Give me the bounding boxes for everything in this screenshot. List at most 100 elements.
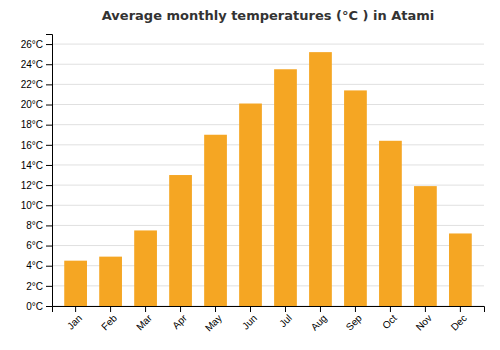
tick: Feb	[99, 306, 119, 332]
tick-label: 10°C	[21, 200, 43, 211]
grid-line	[52, 84, 484, 85]
tick: Nov	[414, 306, 434, 333]
grid-line	[52, 64, 484, 65]
bar	[379, 141, 402, 306]
title: Average monthly temperatures (°C ) in At…	[102, 8, 434, 23]
tick: 10°C	[21, 200, 52, 211]
grid-line	[52, 104, 484, 105]
tick: 4°C	[26, 260, 52, 271]
tick-label: Jan	[65, 312, 84, 331]
tick: Apr	[170, 306, 189, 331]
grid-line	[52, 44, 484, 45]
tick-mark	[75, 306, 76, 312]
axis-line	[53, 307, 485, 313]
tick-mark	[180, 306, 181, 312]
tick-mark	[46, 306, 52, 307]
tick-label: 18°C	[21, 119, 43, 130]
tick-mark	[46, 185, 52, 186]
tick-label: 14°C	[21, 160, 43, 171]
tick: Oct	[380, 306, 399, 331]
tick-label: Feb	[99, 312, 119, 332]
tick-mark	[145, 306, 146, 312]
tick-label: Mar	[134, 312, 154, 332]
tick-mark	[46, 205, 52, 206]
grid-line	[52, 185, 484, 186]
tick-label: 2°C	[26, 281, 43, 292]
tick-mark	[355, 306, 356, 312]
bar	[449, 233, 472, 306]
tick-label: 6°C	[26, 240, 43, 251]
chart: 0°C 2°C 4°C 6°C 8°C 10°C 12°C 14°C 16°C 18°C 20°C 2…	[0, 0, 500, 350]
bar	[414, 186, 437, 306]
grid-line	[52, 164, 484, 165]
grid	[52, 44, 484, 306]
tick-label: 0°C	[26, 301, 43, 312]
tick-label: 4°C	[26, 260, 43, 271]
tick-label: 22°C	[21, 79, 43, 90]
tick-mark	[46, 84, 52, 85]
tick-mark	[46, 246, 52, 247]
tick-mark	[46, 225, 52, 226]
tick-mark	[460, 306, 461, 312]
tick-label: 16°C	[21, 140, 43, 151]
tick: Mar	[134, 306, 154, 332]
tick: 22°C	[21, 79, 52, 90]
tick-label: Aug	[309, 312, 329, 332]
tick-label: 12°C	[21, 180, 43, 191]
tick: May	[203, 306, 224, 334]
tick-label: Apr	[170, 312, 189, 331]
tick: Jul	[277, 306, 294, 329]
tick-mark	[320, 306, 321, 312]
tick-label: Jul	[277, 312, 294, 329]
tick-mark	[110, 306, 111, 312]
tick: 0°C	[26, 301, 52, 312]
y-axis: 0°C 2°C 4°C 6°C 8°C 10°C 12°C 14°C 16°C 18°C 20°C 2…	[21, 35, 53, 312]
bar	[64, 261, 87, 306]
axis-line	[46, 35, 53, 307]
plot-area: 0°C 2°C 4°C 6°C 8°C 10°C 12°C 14°C 16°C 18°C 20°C 2…	[21, 35, 485, 334]
tick-label: May	[203, 312, 224, 333]
tick: Jun	[240, 306, 259, 332]
tick: 14°C	[21, 160, 52, 171]
bar	[99, 257, 122, 306]
tick-mark	[215, 306, 216, 312]
tick-mark	[46, 286, 52, 287]
tick: 20°C	[21, 99, 52, 110]
tick: 26°C	[21, 39, 52, 50]
bar	[309, 52, 332, 306]
tick: 24°C	[21, 59, 52, 70]
tick-mark	[46, 44, 52, 45]
tick-mark	[46, 105, 52, 106]
tick-mark	[46, 266, 52, 267]
tick-label: 8°C	[26, 220, 43, 231]
tick-mark	[285, 306, 286, 312]
bar	[134, 230, 157, 306]
tick: Aug	[309, 306, 329, 333]
tick-mark	[46, 64, 52, 65]
bar	[239, 104, 262, 306]
tick-label: Jun	[240, 312, 259, 331]
bar	[274, 69, 297, 306]
tick-label: 26°C	[21, 39, 43, 50]
tick: Dec	[449, 306, 469, 333]
tick-label: Nov	[414, 312, 434, 332]
tick: 8°C	[26, 220, 52, 231]
tick-mark	[250, 306, 251, 312]
tick: 6°C	[26, 240, 52, 251]
bar	[169, 175, 192, 306]
tick-mark	[46, 165, 52, 166]
tick: Sep	[344, 306, 365, 333]
tick: 18°C	[21, 119, 52, 130]
tick: 12°C	[21, 180, 52, 191]
grid-line	[52, 144, 484, 145]
bar	[344, 90, 367, 306]
tick-label: 24°C	[21, 59, 43, 70]
tick-label: Sep	[344, 312, 365, 333]
grid-line	[52, 124, 484, 125]
tick-label: 20°C	[21, 99, 43, 110]
tick-mark	[46, 145, 52, 146]
tick-label: Oct	[380, 312, 399, 331]
tick-mark	[46, 125, 52, 126]
bars	[64, 52, 472, 306]
tick: 16°C	[21, 140, 52, 151]
